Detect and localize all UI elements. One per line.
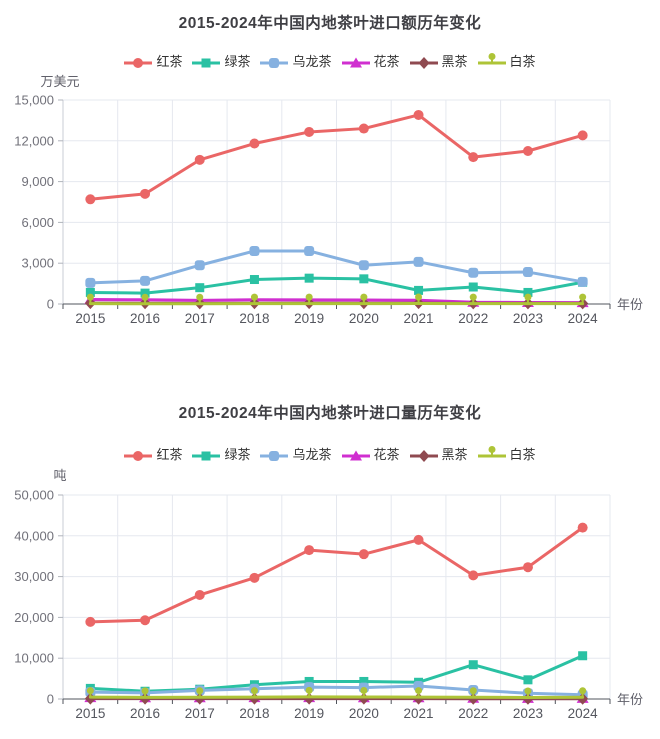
series-markers-oolong-tea[interactable] bbox=[85, 245, 588, 288]
import-quantity-chart: 2015-2024年中国内地茶叶进口量历年变化 红茶 绿茶 乌龙茶 花茶 黑茶 白茶 吨 … bbox=[0, 390, 660, 739]
x-tick-label: 2016 bbox=[130, 706, 160, 721]
gridlines bbox=[62, 494, 611, 699]
legend-item-white-tea[interactable]: 白茶 bbox=[477, 51, 536, 70]
legend: 红茶 绿茶 乌龙茶 花茶 黑茶 白茶 bbox=[0, 51, 660, 70]
y-tick-label: 0 bbox=[47, 297, 54, 312]
series-markers-white-tea[interactable] bbox=[86, 293, 587, 304]
series-line-black-tea bbox=[88, 113, 585, 201]
legend-label: 花茶 bbox=[373, 447, 400, 462]
x-tick-label: 2024 bbox=[568, 311, 599, 326]
x-tick-label: 2017 bbox=[185, 706, 215, 721]
x-tick-label: 2020 bbox=[349, 706, 379, 721]
y-tick-label: 50,000 bbox=[14, 488, 54, 503]
legend-label: 白茶 bbox=[509, 447, 536, 462]
legend-label: 红茶 bbox=[156, 54, 183, 69]
flower-tea-marker-icon bbox=[341, 57, 370, 67]
x-tick-label: 2021 bbox=[404, 311, 434, 326]
legend-item-white-tea[interactable]: 白茶 bbox=[477, 444, 536, 463]
import-value-chart: 2015-2024年中国内地茶叶进口额历年变化 红茶 绿茶 乌龙茶 花茶 黑茶 白茶 万美… bbox=[0, 15, 660, 327]
y-tick-label: 40,000 bbox=[14, 528, 54, 543]
y-tick-label: 10,000 bbox=[14, 651, 54, 666]
plot-area: 0 10,000 20,000 30,000 40,000 50,000 2015 2016 2… bbox=[14, 488, 643, 722]
legend-item-oolong-tea[interactable]: 乌龙茶 bbox=[260, 51, 332, 70]
green-tea-marker-icon bbox=[192, 451, 221, 460]
x-tick-label: 2019 bbox=[294, 706, 324, 721]
x-tick-label: 2016 bbox=[130, 311, 160, 326]
oolong-tea-marker-icon bbox=[260, 57, 289, 68]
legend-label: 绿茶 bbox=[224, 54, 251, 69]
legend-label: 花茶 bbox=[373, 54, 400, 69]
y-tick-label: 30,000 bbox=[14, 569, 54, 584]
black-tea-marker-icon bbox=[124, 57, 153, 68]
y-tick-label: 9,000 bbox=[21, 174, 54, 189]
x-tick-label: 2018 bbox=[239, 311, 269, 326]
y-tick-label: 6,000 bbox=[21, 215, 54, 230]
x-tick-label: 2021 bbox=[404, 706, 434, 721]
series-line-oolong-tea bbox=[88, 684, 585, 697]
x-axis-name: 年份 bbox=[617, 692, 643, 707]
series-line-white-tea bbox=[88, 695, 585, 699]
y-tick-label: 20,000 bbox=[14, 610, 54, 625]
dark-tea-marker-icon bbox=[409, 56, 438, 69]
legend-label: 黑茶 bbox=[441, 54, 468, 69]
x-tick-label: 2015 bbox=[75, 311, 105, 326]
x-tick-label: 2018 bbox=[239, 706, 269, 721]
dark-tea-marker-icon bbox=[409, 449, 438, 462]
legend-label: 红茶 bbox=[156, 447, 183, 462]
x-tick-label: 2024 bbox=[568, 706, 599, 721]
oolong-tea-marker-icon bbox=[260, 450, 289, 461]
y-tick-label: 15,000 bbox=[14, 93, 54, 108]
y-axis-unit: 万美元 bbox=[40, 74, 80, 89]
legend-item-black-tea[interactable]: 红茶 bbox=[124, 51, 182, 70]
y-tick-label: 0 bbox=[47, 692, 54, 707]
series-markers-black-tea[interactable] bbox=[85, 109, 588, 205]
x-tick-label: 2022 bbox=[458, 311, 488, 326]
series-markers-black-tea[interactable] bbox=[85, 522, 588, 627]
legend-label: 绿茶 bbox=[224, 447, 251, 462]
x-tick-label: 2019 bbox=[294, 311, 324, 326]
chart-title: 2015-2024年中国内地茶叶进口额历年变化 bbox=[178, 15, 482, 32]
series-line-black-tea bbox=[88, 526, 585, 624]
legend-label: 黑茶 bbox=[441, 447, 468, 462]
legend-item-green-tea[interactable]: 绿茶 bbox=[192, 51, 250, 70]
flower-tea-marker-icon bbox=[341, 450, 370, 460]
legend-item-flower-tea[interactable]: 花茶 bbox=[341, 444, 400, 463]
y-axis: 0 10,000 20,000 30,000 40,000 50,000 bbox=[14, 488, 64, 707]
x-tick-label: 2023 bbox=[513, 706, 543, 721]
white-tea-marker-icon bbox=[477, 445, 506, 457]
y-axis: 0 3,000 6,000 9,000 12,000 15,000 bbox=[14, 93, 64, 312]
y-axis-unit: 吨 bbox=[53, 468, 67, 483]
black-tea-marker-icon bbox=[124, 450, 153, 461]
y-tick-label: 12,000 bbox=[14, 133, 54, 148]
x-tick-label: 2017 bbox=[185, 311, 215, 326]
x-axis-name: 年份 bbox=[617, 297, 643, 312]
legend-item-green-tea[interactable]: 绿茶 bbox=[192, 444, 250, 463]
legend-item-dark-tea[interactable]: 黑茶 bbox=[409, 444, 468, 463]
chart-title: 2015-2024年中国内地茶叶进口量历年变化 bbox=[178, 405, 482, 422]
x-tick-label: 2022 bbox=[458, 706, 488, 721]
legend-item-flower-tea[interactable]: 花茶 bbox=[341, 51, 400, 70]
legend: 红茶 绿茶 乌龙茶 花茶 黑茶 白茶 bbox=[0, 444, 660, 463]
x-tick-label: 2015 bbox=[75, 706, 105, 721]
y-tick-label: 3,000 bbox=[21, 256, 54, 271]
legend-item-dark-tea[interactable]: 黑茶 bbox=[409, 51, 468, 70]
legend-item-black-tea[interactable]: 红茶 bbox=[124, 444, 182, 463]
green-tea-marker-icon bbox=[192, 58, 221, 67]
series-markers-white-tea[interactable] bbox=[86, 686, 587, 698]
legend-item-oolong-tea[interactable]: 乌龙茶 bbox=[260, 444, 332, 463]
series-line-green-tea bbox=[88, 276, 585, 295]
legend-label: 乌龙茶 bbox=[292, 54, 332, 69]
x-tick-label: 2023 bbox=[513, 311, 543, 326]
legend-label: 白茶 bbox=[509, 54, 536, 69]
x-tick-label: 2020 bbox=[349, 311, 379, 326]
series-line-oolong-tea bbox=[88, 249, 585, 285]
legend-label: 乌龙茶 bbox=[292, 447, 332, 462]
plot-area: 0 3,000 6,000 9,000 12,000 15,000 2015 2016 2017… bbox=[14, 93, 643, 327]
white-tea-marker-icon bbox=[477, 52, 506, 64]
